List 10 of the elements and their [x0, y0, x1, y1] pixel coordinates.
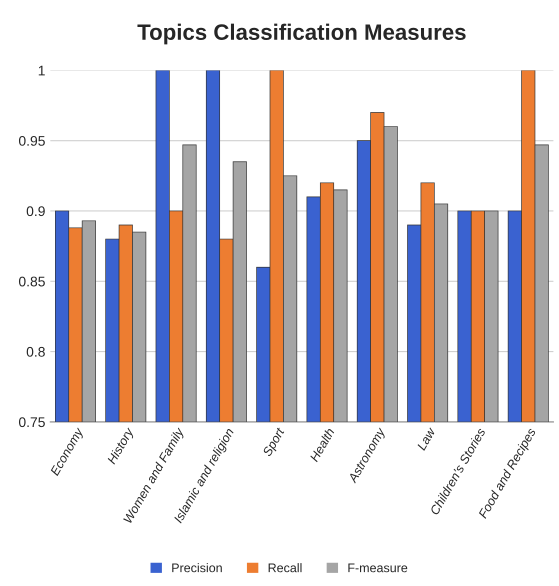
- legend-label: Precision: [172, 563, 222, 572]
- y-tick-label: 0.85: [18, 276, 45, 286]
- y-tick-label: 0.75: [18, 417, 45, 428]
- y-tick-label: 0.9: [26, 206, 45, 216]
- y-tick-label: 0.8: [26, 346, 45, 357]
- y-tick-label: 0.95: [18, 136, 45, 146]
- chart-title: Topics Classification Measures: [137, 24, 466, 44]
- y-tick-label: 1: [38, 66, 45, 76]
- legend-label: F-measure: [348, 564, 408, 572]
- legend-label: Recall: [268, 563, 302, 572]
